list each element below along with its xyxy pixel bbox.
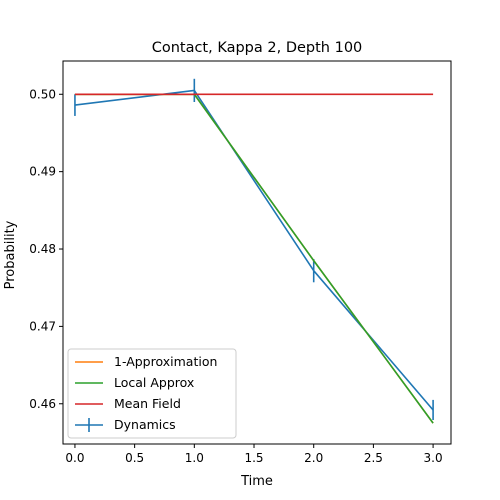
x-tick-label: 1.0 (185, 451, 204, 465)
plot-area (62, 60, 452, 445)
y-tick-label: 0.48 (29, 242, 56, 256)
series-line-dynamics (74, 89, 434, 411)
x-tick-label: 3.0 (424, 451, 443, 465)
y-axis: 0.46 0.47 0.48 0.49 0.50 (29, 87, 63, 411)
legend-label-mean-field: Mean Field (114, 396, 181, 411)
x-tick-label: 2.0 (304, 451, 323, 465)
x-tick-label: 0.0 (65, 451, 84, 465)
y-tick-label: 0.46 (29, 397, 56, 411)
legend-label-dynamics: Dynamics (114, 417, 176, 432)
y-tick-label: 0.47 (29, 319, 56, 333)
series-lines (74, 78, 434, 424)
legend-frame (67, 348, 237, 439)
x-axis-label: Time (240, 474, 273, 489)
x-tick-label: 1.5 (244, 451, 263, 465)
y-axis-label: Probability (3, 220, 18, 289)
y-tick-label: 0.49 (29, 165, 56, 179)
chart-title: Contact, Kappa 2, Depth 100 (152, 40, 363, 56)
x-axis: 0.0 0.5 1.0 1.5 2.0 2.5 3.0 (65, 444, 443, 465)
x-tick-label: 2.5 (364, 451, 383, 465)
legend: 1-Approximation Local Approx Mean Field Dyn… (67, 348, 237, 439)
x-tick-label: 0.5 (125, 451, 144, 465)
legend-label-local-approx: Local Approx (114, 375, 194, 390)
y-tick-label: 0.50 (29, 87, 56, 101)
legend-label-1-approximation: 1-Approximation (114, 354, 217, 369)
